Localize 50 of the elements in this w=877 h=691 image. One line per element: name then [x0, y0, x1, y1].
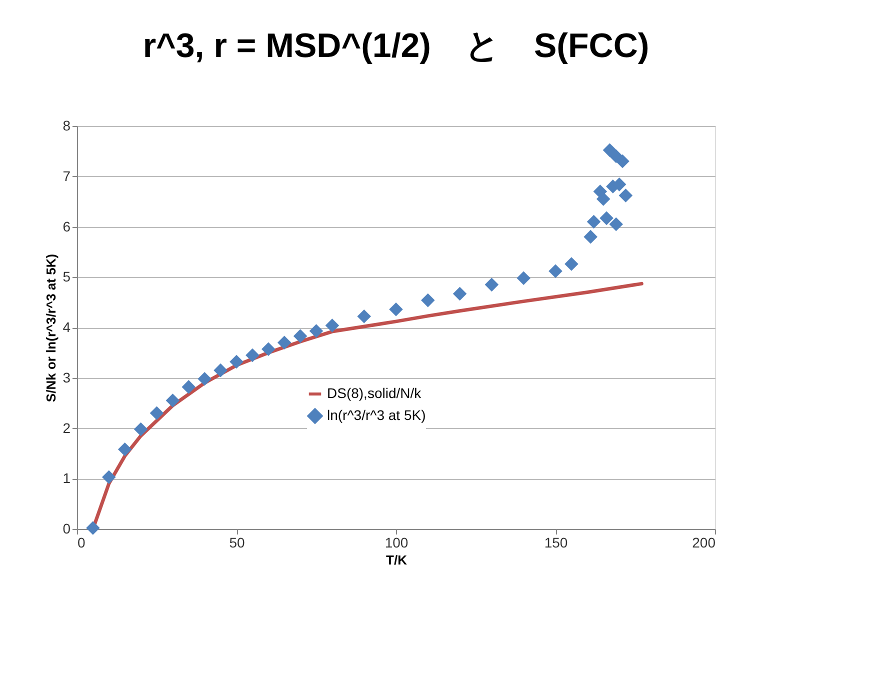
legend-label: DS(8),solid/N/k [327, 385, 422, 401]
point [618, 188, 633, 202]
y-axis-title: S/Nk or ln(r^3/r^3 at 5K) [44, 254, 59, 402]
x-tick-label: 100 [384, 534, 408, 550]
point [596, 192, 610, 206]
point [564, 257, 578, 271]
y-tick-label: 7 [62, 168, 71, 184]
point [86, 521, 100, 535]
y-tick-label: 1 [62, 470, 71, 486]
point [584, 230, 598, 244]
point [516, 271, 530, 286]
point [293, 329, 308, 343]
point [134, 422, 148, 436]
y-tick-label: 8 [62, 118, 71, 134]
y-tick-label: 0 [62, 520, 71, 536]
point [452, 286, 467, 301]
point [182, 380, 196, 394]
y-tick-label: 2 [62, 420, 71, 436]
point [230, 354, 244, 369]
x-axis-title: T/K [386, 552, 408, 568]
point [150, 406, 164, 420]
point [166, 394, 180, 408]
y-tick-label: 3 [62, 369, 71, 386]
point [214, 363, 228, 378]
point [277, 336, 292, 350]
point [325, 318, 340, 332]
x-tick-label: 200 [692, 534, 716, 550]
y-tick-label: 6 [62, 218, 71, 234]
point [421, 293, 435, 308]
point [102, 470, 116, 484]
point [246, 348, 260, 362]
point [389, 302, 403, 316]
point [600, 211, 614, 226]
point [586, 214, 601, 229]
point [609, 217, 623, 232]
point [262, 342, 276, 356]
point [118, 442, 132, 456]
x-tick-label: 50 [229, 534, 245, 550]
point [616, 154, 630, 168]
chart-title: r^3, r = MSD^(1/2) と S(FCC) [142, 27, 650, 65]
point [484, 278, 499, 292]
point [198, 372, 212, 386]
legend-label: ln(r^3/r^3 at 5K) [327, 407, 426, 423]
x-tick-label: 150 [544, 534, 568, 550]
y-tick-label: 4 [62, 319, 71, 335]
y-tick-label: 5 [62, 268, 71, 285]
point [357, 310, 371, 324]
x-tick-label: 0 [78, 534, 86, 550]
point [309, 324, 324, 338]
point [548, 264, 562, 278]
